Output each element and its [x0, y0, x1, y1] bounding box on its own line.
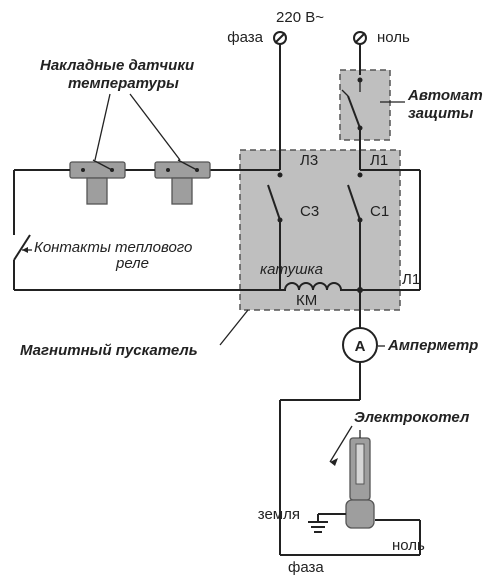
voltage-label: 220 В~	[276, 9, 324, 26]
neutralB-label: ноль	[392, 537, 425, 554]
boiler-label: Электрокотел	[354, 409, 470, 426]
c1-label: С1	[370, 203, 389, 220]
phaseB-label: фаза	[288, 559, 324, 576]
l1-label: Л1	[370, 152, 388, 169]
boiler-icon	[346, 430, 374, 528]
phase-label: фаза	[227, 29, 263, 46]
breaker-title-2: защиты	[408, 105, 474, 122]
ammeter-label: Амперметр	[387, 337, 478, 354]
wiring-diagram: 220 В~ фаза ноль Автомат защиты Л3 Л1 С3…	[0, 0, 500, 582]
thermal-2: реле	[115, 255, 149, 272]
thermal-1: Контакты теплового	[34, 239, 192, 256]
magnetic-starter-box	[240, 150, 400, 310]
breaker-box	[340, 70, 390, 140]
l1b-label: Л1	[402, 271, 420, 288]
ground-label: земля	[258, 506, 300, 523]
coil-label: катушка	[260, 261, 323, 278]
neutral-label: ноль	[377, 29, 410, 46]
sensors-1: Накладные датчики	[40, 57, 194, 74]
l3-label: Л3	[300, 152, 318, 169]
c3-label: С3	[300, 203, 319, 220]
breaker-title-1: Автомат	[407, 87, 483, 104]
amp-symbol: А	[355, 338, 366, 355]
starter-title: Магнитный пускатель	[20, 342, 198, 359]
km-label: КМ	[296, 292, 317, 309]
sensors-2: температуры	[68, 75, 179, 92]
